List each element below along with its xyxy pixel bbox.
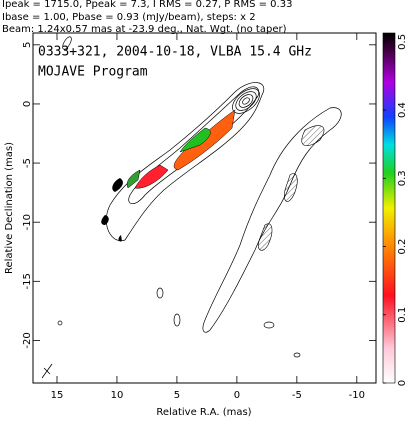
plot-frame — [32, 32, 377, 384]
colorbar-tick-label: 0.4 — [397, 102, 408, 118]
header-line: Ibase = 1.00, Pbase = 0.93 (mJy/beam), s… — [2, 12, 256, 23]
colorbar — [382, 32, 396, 384]
colorbar-tick-label: 0.5 — [397, 34, 408, 50]
contours — [41, 36, 342, 379]
header-line: Beam: 1.24x0.57 mas at -23.9 deg., Nat. … — [2, 24, 287, 35]
header-line: Ipeak = 1715.0, Ppeak = 7.3, I RMS = 0.2… — [2, 0, 292, 10]
y-tick-label: -10 — [22, 214, 33, 230]
chart-subtitle: MOJAVE Program — [38, 65, 148, 80]
colorbar-tick-label: 0 — [397, 380, 408, 386]
x-tick-label: 0 — [234, 390, 240, 401]
chart-title: 0333+321, 2004-10-18, VLBA 15.4 GHz — [38, 45, 312, 60]
colorbar-tick-label: 0.1 — [397, 307, 408, 323]
x-tick-label: -10 — [349, 390, 365, 401]
y-tick-label: -15 — [22, 273, 33, 289]
x-tick-label: 10 — [111, 390, 124, 401]
y-tick-label: 0 — [22, 101, 33, 107]
colorbar-tick-label: 0.2 — [397, 239, 408, 255]
x-axis-label: Relative R.A. (mas) — [156, 407, 251, 418]
x-tick-label: 15 — [51, 390, 64, 401]
x-tick-label: 5 — [174, 390, 180, 401]
y-axis-label: Relative Declination (mas) — [4, 142, 15, 274]
y-tick-label: -20 — [22, 332, 33, 348]
colorbar-tick-label: 0.3 — [397, 170, 408, 186]
y-tick-label: -5 — [22, 158, 33, 168]
y-tick-label: 5 — [22, 42, 33, 48]
x-tick-label: -5 — [292, 390, 302, 401]
